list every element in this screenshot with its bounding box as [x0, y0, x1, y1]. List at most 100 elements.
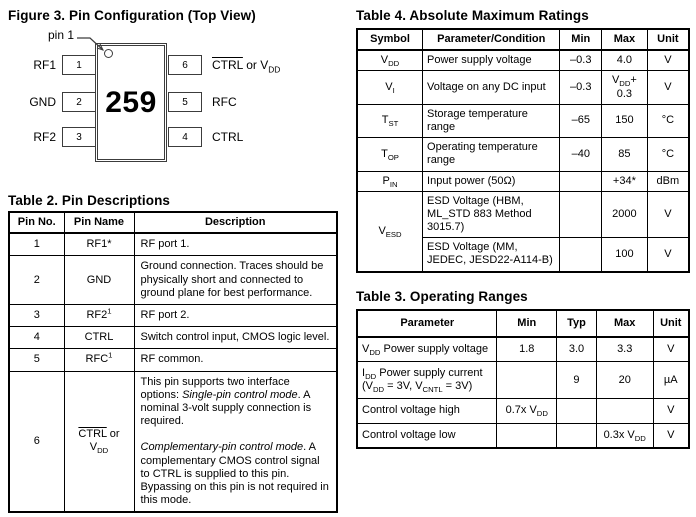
table4-header-row: Symbol Parameter/Condition Min Max Unit: [356, 28, 690, 52]
pin-box-4: 4: [168, 127, 202, 147]
table3-row-vdd: VDD Power supply voltage 1.8 3.0 3.3 V: [356, 336, 690, 362]
pin-name-cell: CTRL or VDD: [63, 370, 135, 513]
table4-title: Table 4. Absolute Maximum Ratings: [356, 8, 589, 23]
param-cell: IDD Power supply current (VDD = 3V, VCNTL…: [356, 360, 498, 400]
table4-row-pin: PIN Input power (50Ω) +34* dBm: [356, 170, 690, 192]
table3-header-unit: Unit: [652, 309, 690, 338]
min-cell: –65: [559, 103, 603, 139]
min-cell: 1.8: [496, 336, 558, 362]
pin-number: 5: [182, 96, 188, 108]
pin-label-ctrl-or-vdd: CTRL or VDD: [212, 58, 281, 75]
table3-title: Table 3. Operating Ranges: [356, 288, 528, 304]
pin-label-rf1: RF1: [33, 58, 56, 72]
pin-descriptions-table: Pin No. Pin Name Description 1 RF1* RF p…: [8, 211, 338, 514]
max-cell: 3.3: [595, 336, 654, 362]
pin-name-cell: GND: [63, 255, 135, 305]
table4-header-parameter: Parameter/Condition: [422, 28, 561, 52]
table3-row-ctrl-high: Control voltage high 0.7x VDD V: [356, 398, 690, 424]
table4-header-unit: Unit: [646, 28, 690, 52]
symbol-cell: TOP: [356, 137, 424, 172]
left-column: Figure 3. Pin Configuration (Top View) p…: [8, 8, 348, 517]
table2-header-pin-name: Pin Name: [63, 211, 135, 235]
chip-body-inner: 259: [97, 45, 165, 160]
max-cell: +34*: [601, 170, 648, 192]
table3-row-ctrl-low: Control voltage low 0.3x VDD V: [356, 422, 690, 449]
max-cell: [595, 398, 654, 424]
table2-row-6: 6 CTRL or VDD This pin supports two inter…: [8, 370, 338, 513]
table3-row-idd: IDD Power supply current (VDD = 3V, VCNTL…: [356, 360, 690, 400]
pin-desc-cell: Ground connection. Traces should be phys…: [133, 255, 338, 305]
min-cell: 0.7x VDD: [496, 398, 558, 424]
table3-header-parameter: Parameter: [356, 309, 498, 338]
unit-cell: V: [652, 422, 690, 449]
max-cell: 85: [601, 137, 648, 172]
typ-cell: [556, 398, 597, 424]
param-cell: Power supply voltage: [422, 49, 561, 72]
max-cell: 150: [601, 103, 648, 139]
pin-label-rf2: RF2: [33, 130, 56, 144]
pin-number: 4: [182, 131, 188, 143]
max-cell: VDD+ 0.3: [601, 70, 648, 105]
unit-cell: V: [652, 336, 690, 362]
max-cell: 2000: [601, 190, 648, 239]
pin-no-cell: 1: [8, 232, 65, 257]
max-cell: 4.0: [601, 49, 648, 72]
param-cell: Input power (50Ω): [422, 170, 561, 192]
unit-cell: V: [652, 398, 690, 424]
pin-label-rfc: RFC: [212, 95, 237, 109]
pin-desc-cell: Switch control input, CMOS logic level.: [133, 326, 338, 350]
min-cell: [496, 360, 558, 400]
pin1-indicator-circle: [104, 49, 113, 58]
param-cell: ESD Voltage (MM, JEDEC, JESD22-A114-B): [422, 237, 561, 273]
symbol-cell: TST: [356, 103, 424, 139]
param-cell: Voltage on any DC input: [422, 70, 561, 105]
pin-name-cell: RF21: [63, 303, 135, 328]
pin-name-cell: CTRL: [63, 326, 135, 350]
pin-box-3: 3: [62, 127, 96, 147]
typ-cell: 3.0: [556, 336, 597, 362]
param-cell: Control voltage low: [356, 422, 498, 449]
unit-cell: µA: [652, 360, 690, 400]
pin-number: 2: [76, 96, 82, 108]
pin-no-cell: 6: [8, 370, 65, 513]
unit-cell: V: [646, 190, 690, 239]
table2-row-4: 4 CTRL Switch control input, CMOS logic …: [8, 326, 338, 350]
typ-cell: 9: [556, 360, 597, 400]
max-cell: 100: [601, 237, 648, 273]
table4-row-vesd-mm: ESD Voltage (MM, JEDEC, JESD22-A114-B) 1…: [357, 237, 690, 273]
chip-part-number: 259: [105, 85, 157, 119]
table3-header-row: Parameter Min Typ Max Unit: [356, 309, 690, 338]
min-cell: –40: [559, 137, 603, 172]
min-cell: [559, 237, 603, 273]
pin-no-cell: 3: [8, 303, 65, 328]
symbol-cell: VI: [356, 70, 424, 105]
table4-row-vesd-hbm: VESD ESD Voltage (HBM, ML_STD 883 Method…: [356, 190, 690, 273]
pin-number: 6: [182, 59, 188, 71]
pin-label-ctrl: CTRL: [212, 130, 244, 144]
pin-no-cell: 2: [8, 255, 65, 305]
table4-header-symbol: Symbol: [356, 28, 424, 52]
unit-cell: V: [646, 49, 690, 72]
unit-cell: °C: [646, 137, 690, 172]
max-cell: 0.3x VDD: [595, 422, 654, 449]
param-cell: ESD Voltage (HBM, ML_STD 883 Method 3015…: [422, 190, 561, 239]
unit-cell: V: [646, 70, 690, 105]
pin-name-cell: RFC1: [63, 348, 135, 372]
table3-header-typ: Typ: [556, 309, 597, 338]
max-cell: 20: [595, 360, 654, 400]
table4-row-tst: TST Storage temperature range –65 150 °C: [356, 103, 690, 139]
figure3-title: Figure 3. Pin Configuration (Top View): [8, 8, 256, 23]
param-cell: Control voltage high: [356, 398, 498, 424]
min-cell: [559, 190, 603, 239]
pin-desc-cell: RF port 1.: [133, 232, 338, 257]
min-cell: [559, 170, 603, 192]
table4-row-vdd: VDD Power supply voltage –0.3 4.0 V: [356, 49, 690, 72]
min-cell: –0.3: [559, 49, 603, 72]
param-cell: Operating temperature range: [422, 137, 561, 172]
table2-header-description: Description: [133, 211, 338, 235]
typ-cell: [556, 422, 597, 449]
right-column: Table 4. Absolute Maximum Ratings Symbol…: [356, 8, 690, 449]
pin-box-6: 6: [168, 55, 202, 75]
table2-row-3: 3 RF21 RF port 2.: [8, 303, 338, 328]
